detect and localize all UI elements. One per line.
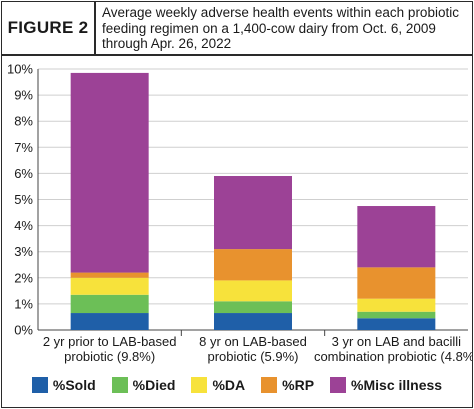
y-tick-label: 5% (14, 192, 33, 207)
legend-item: %Died (111, 377, 176, 393)
x-tick-label-line: 3 yr on LAB and bacilli (332, 334, 461, 349)
y-tick-label: 7% (14, 140, 33, 155)
x-tick-label-line: probiotic (5.9%) (207, 349, 298, 364)
bar-segment (214, 313, 292, 330)
legend-swatch (31, 377, 48, 393)
y-tick-label: 9% (14, 88, 33, 103)
y-tick-label: 10% (7, 62, 33, 77)
legend-label: %Misc illness (351, 377, 443, 393)
legend-item: %DA (191, 377, 245, 393)
legend-swatch (111, 377, 128, 393)
figure-title: Average weekly adverse health events wit… (102, 5, 459, 51)
bar-segment (214, 249, 292, 281)
y-tick-label: 1% (14, 296, 33, 311)
legend-label: %Died (132, 377, 176, 393)
x-tick-label-line: combination probiotic (4.8%) (314, 349, 472, 364)
bar-segment (357, 298, 436, 312)
x-tick-label: 8 yr on LAB-based probiotic (5.9%) (199, 334, 307, 364)
x-tick-label-line: 2 yr prior to LAB-based (43, 334, 177, 349)
bar-segment (214, 280, 292, 302)
bar-segment (214, 301, 292, 314)
y-tick-label: 3% (14, 244, 33, 259)
bar-segment (214, 176, 292, 250)
y-tick-label: 2% (14, 270, 33, 285)
legend-item: %RP (261, 377, 314, 393)
legend-item: %Sold (31, 377, 96, 393)
bar-segment (357, 206, 436, 268)
y-tick-label: 4% (14, 218, 33, 233)
y-tick-label: 8% (14, 114, 33, 129)
figure-label: FIGURE 2 (2, 2, 96, 54)
legend-swatch (330, 377, 347, 393)
figure-header: FIGURE 2 Average weekly adverse health e… (2, 2, 472, 56)
y-tick-label: 6% (14, 166, 33, 181)
y-tick-label: 0% (14, 323, 33, 338)
legend-swatch (261, 377, 278, 393)
bar-segment (357, 318, 436, 330)
bar-segment (357, 311, 436, 319)
bar-segment (70, 272, 149, 278)
legend-label: %RP (282, 377, 315, 393)
legend-item: %Misc illness (330, 377, 442, 393)
x-tick-label-line: 8 yr on LAB-based (199, 334, 307, 349)
bar-segment (70, 313, 149, 330)
legend-label: %Sold (52, 377, 96, 393)
bar-segment (70, 72, 149, 273)
bar-segment (70, 294, 149, 314)
bar-segment (70, 277, 149, 295)
legend-label: %DA (212, 377, 246, 393)
x-tick-label-line: probiotic (9.8%) (64, 349, 155, 364)
bar-segment (357, 267, 436, 299)
legend-swatch (191, 377, 208, 393)
chart-legend: %Sold %Died %DA %RP %Misc illness (2, 377, 472, 393)
x-tick-label: 3 yr on LAB and bacilli combination probi… (314, 334, 472, 364)
x-tick-label: 2 yr prior to LAB-based probiotic (9.8%) (43, 334, 177, 364)
